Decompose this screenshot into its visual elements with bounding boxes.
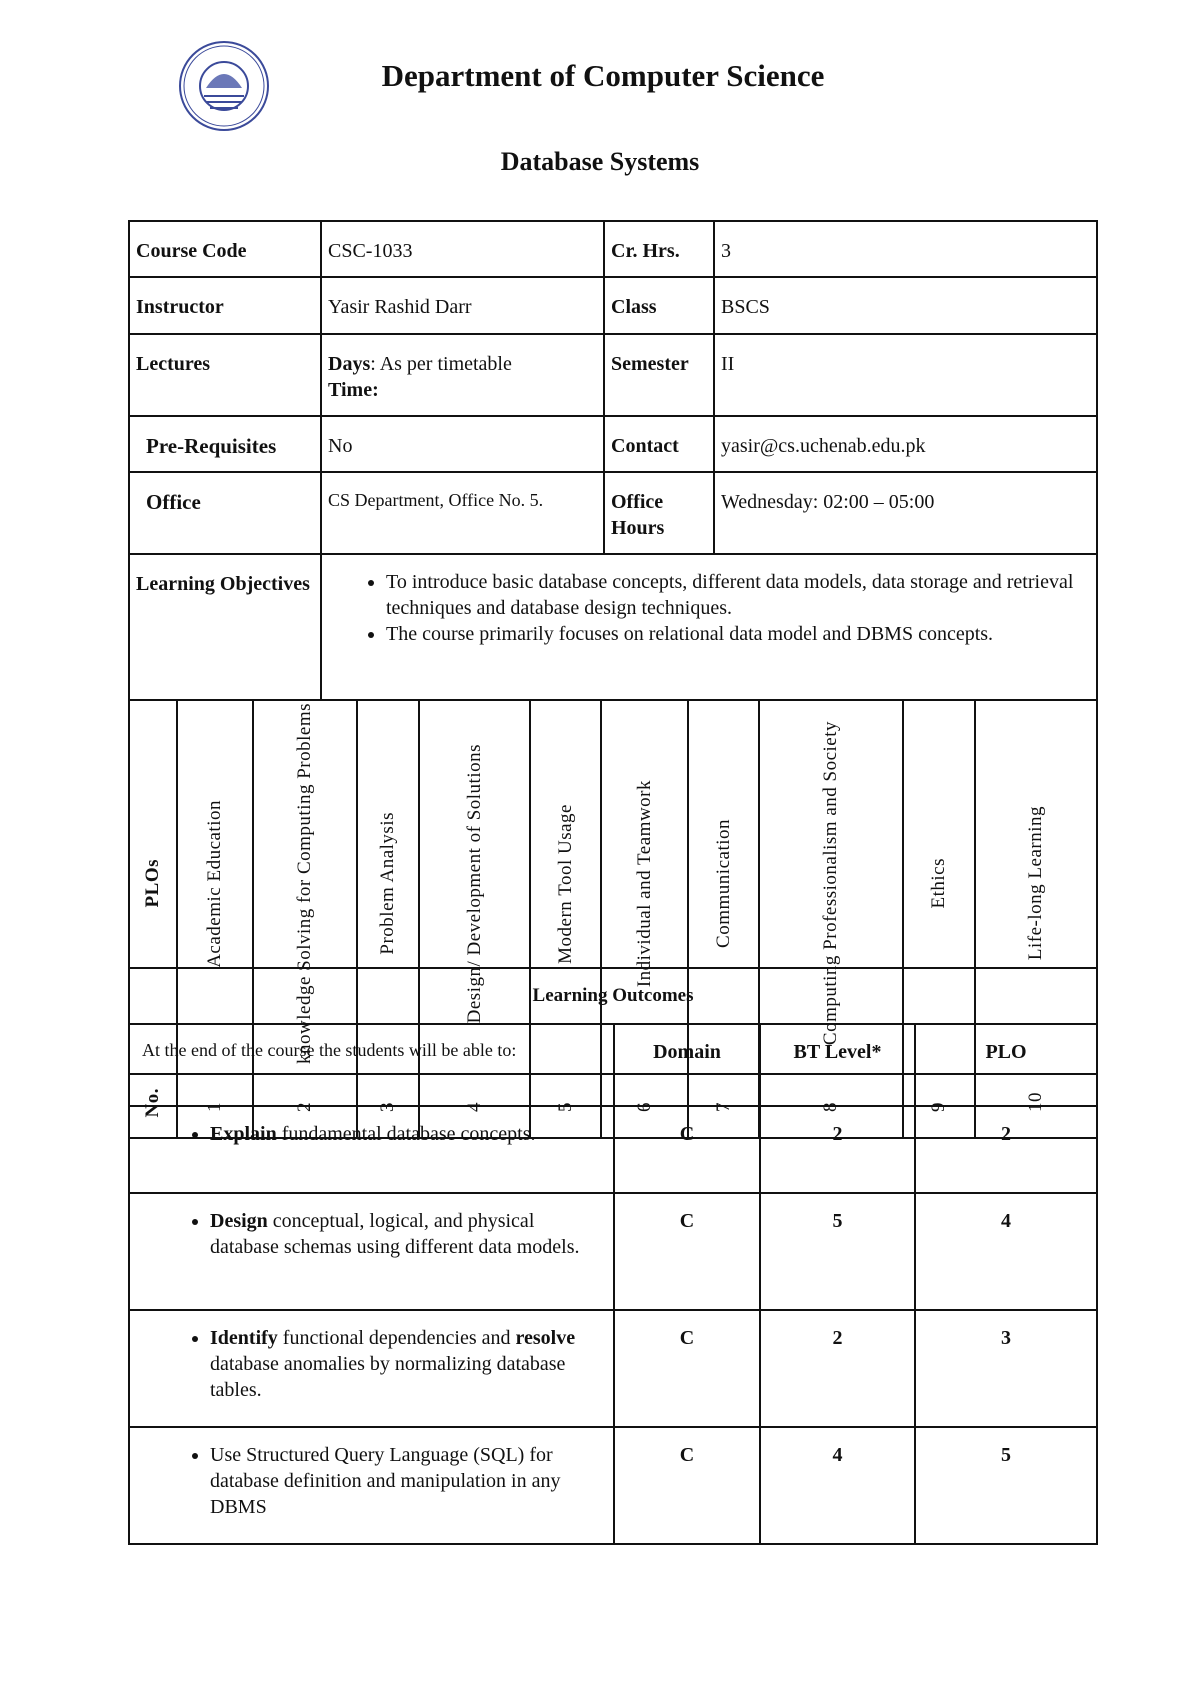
contact-label: Contact (603, 415, 715, 473)
lecture-schedule: Days: As per timetable Time: (320, 333, 605, 417)
class: BSCS (713, 276, 1098, 335)
domain-header: Domain (613, 1023, 761, 1107)
outcome-text: Use Structured Query Language (SQL) for … (128, 1426, 615, 1545)
outcome-plo: 3 (913, 1309, 1099, 1428)
semester-label: Semester (603, 333, 715, 417)
objective-item: The course primarily focuses on relation… (386, 621, 1090, 647)
outcome-domain: C (613, 1426, 761, 1545)
outcome-domain: C (613, 1192, 761, 1311)
instructor-label: Instructor (128, 276, 322, 335)
cr-hrs-label: Cr. Hrs. (603, 220, 715, 278)
office-hours-label: Office Hours (603, 471, 715, 555)
outcome-bt-level: 4 (759, 1426, 916, 1545)
outcome-text: Design conceptual, logical, and physical… (128, 1192, 615, 1311)
time-label: Time: (328, 379, 379, 401)
outcome-plo: 5 (913, 1426, 1099, 1545)
university-logo (179, 41, 269, 131)
learning-outcomes-table: Learning Outcomes At the end of the cour… (127, 967, 1099, 1545)
objective-item: To introduce basic database concepts, di… (386, 569, 1090, 621)
objectives-label: Learning Objectives (128, 553, 322, 701)
contact-email[interactable]: yasir@cs.uchenab.edu.pk (713, 415, 1098, 473)
outcomes-intro: At the end of the course the students wi… (128, 1023, 615, 1107)
objectives: To introduce basic database concepts, di… (320, 553, 1098, 701)
outcome-row: Use Structured Query Language (SQL) for … (128, 1426, 1099, 1545)
semester: II (713, 333, 1098, 417)
outcome-text: Explain fundamental database concepts. (128, 1105, 615, 1194)
lectures-label: Lectures (128, 333, 322, 417)
outcome-text: Identify functional dependencies and res… (128, 1309, 615, 1428)
outcome-domain: C (613, 1309, 761, 1428)
department-title: Department of Computer Science (381, 58, 825, 93)
outcome-row: Identify functional dependencies and res… (128, 1309, 1099, 1428)
bt-level-header: BT Level* (759, 1023, 916, 1107)
outcome-domain: C (613, 1105, 761, 1194)
outcome-bt-level: 5 (759, 1192, 916, 1311)
course-code: CSC-1033 (320, 220, 605, 278)
prereq-label: Pre-Requisites (128, 415, 322, 473)
outcome-plo: 2 (913, 1105, 1099, 1194)
course-code-label: Course Code (128, 220, 322, 278)
outcome-bt-level: 2 (759, 1105, 916, 1194)
outcome-bt-level: 2 (759, 1309, 916, 1428)
days-label: Days (328, 353, 371, 375)
days: : As per timetable (370, 353, 512, 375)
prereq: No (320, 415, 605, 473)
instructor: Yasir Rashid Darr (320, 276, 605, 335)
outcome-plo: 4 (913, 1192, 1099, 1311)
course-title: Database Systems (500, 147, 700, 176)
outcome-row: Explain fundamental database concepts.C2… (128, 1105, 1099, 1194)
office: CS Department, Office No. 5. (320, 471, 605, 555)
outcome-row: Design conceptual, logical, and physical… (128, 1192, 1099, 1311)
cr-hrs: 3 (713, 220, 1098, 278)
office-hours: Wednesday: 02:00 – 05:00 (713, 471, 1098, 555)
office-label: Office (128, 471, 322, 555)
plo-header: PLO (913, 1023, 1099, 1107)
course-info-table: Course Code CSC-1033 Cr. Hrs. 3 Instruct… (128, 220, 1098, 701)
learning-outcomes-title: Learning Outcomes (127, 967, 1099, 1025)
class-label: Class (603, 276, 715, 335)
